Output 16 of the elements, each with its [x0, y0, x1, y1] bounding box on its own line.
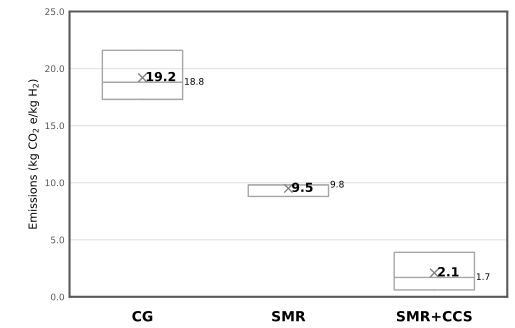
annotation: 19.2	[146, 72, 176, 82]
y-tick-label: 20.0	[45, 65, 64, 72]
annotation: 2.1	[438, 267, 459, 276]
annotation: 9.8	[330, 180, 344, 188]
y-tick-label: 15.0	[46, 122, 64, 130]
y-tick-label: 0.0	[50, 294, 64, 300]
annotation: 1.7	[476, 273, 490, 280]
annotation: 18.8	[185, 78, 204, 85]
y-axis-title: Emissions (kg CO$_{2}$ e/kg H$_{2}$)	[28, 80, 39, 229]
x-tick-label: SMR+CCS	[396, 310, 472, 322]
y-tick-label: 5.0	[51, 236, 64, 244]
x-tick-label: SMR	[272, 310, 306, 322]
y-tick-label: 10.0	[46, 179, 64, 186]
y-tick-label: 25.0	[45, 8, 64, 16]
annotation: 9.5	[292, 182, 313, 192]
x-tick-label: CG	[132, 310, 152, 322]
